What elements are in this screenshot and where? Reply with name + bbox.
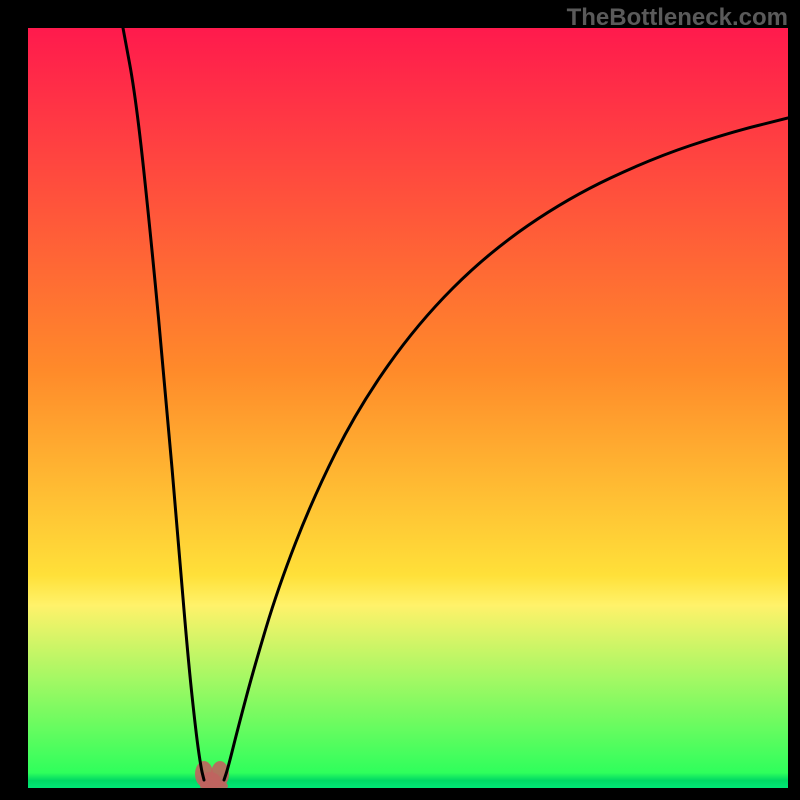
plot-area — [28, 28, 788, 788]
chart-frame: TheBottleneck.com — [0, 0, 800, 800]
watermark-text: TheBottleneck.com — [567, 4, 788, 32]
curve-right-branch — [224, 118, 788, 780]
curve-layer — [28, 28, 788, 788]
curve-left-branch — [123, 28, 204, 780]
